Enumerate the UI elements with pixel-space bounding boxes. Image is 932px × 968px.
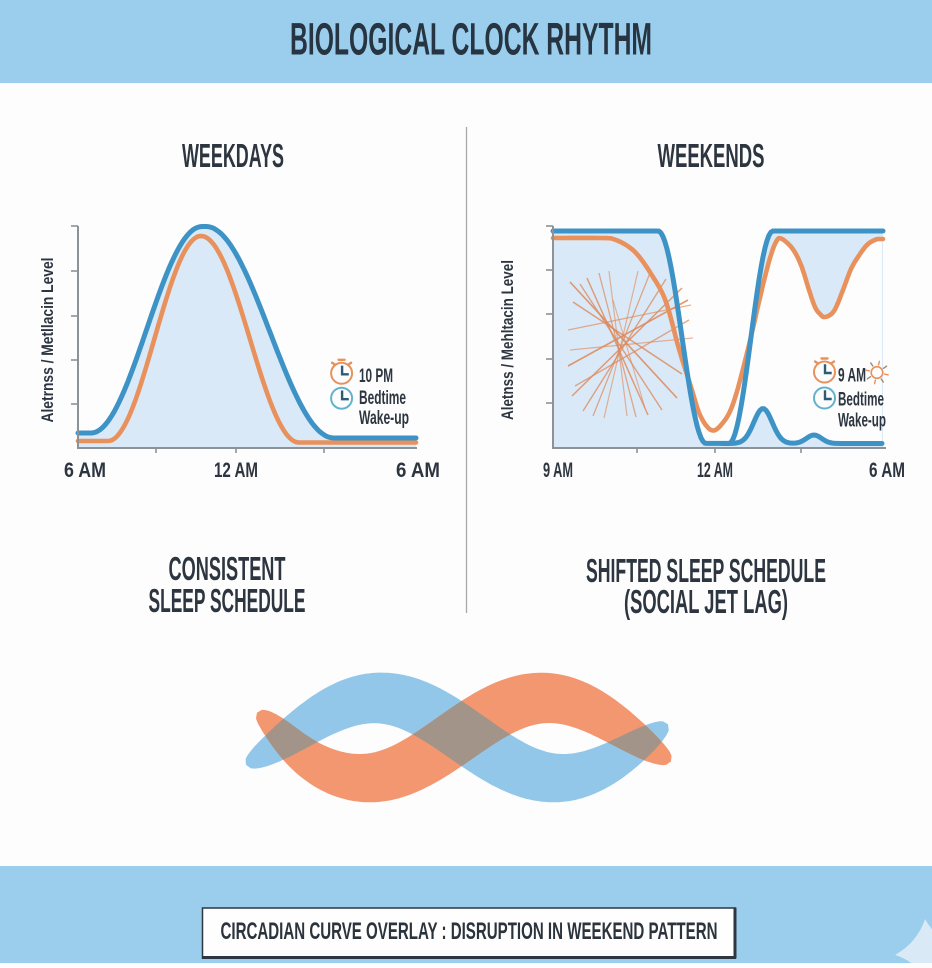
svg-text:Bedtime: Bedtime: [838, 390, 884, 411]
svg-text:SHIFTED SLEEP SCHEDULE: SHIFTED SLEEP SCHEDULE: [586, 552, 826, 589]
svg-text:BIOLOGICAL CLOCK RHYTHM: BIOLOGICAL CLOCK RHYTHM: [290, 14, 652, 65]
svg-text:Bedtime: Bedtime: [359, 388, 406, 409]
svg-text:Wake-up: Wake-up: [838, 411, 886, 432]
svg-text:6 AM: 6 AM: [396, 459, 440, 482]
svg-text:Aletrnss / Metllacin Level: Aletrnss / Metllacin Level: [38, 258, 57, 423]
svg-text:9 AM: 9 AM: [838, 366, 866, 387]
svg-text:12 AM: 12 AM: [214, 459, 258, 482]
svg-text:6 AM: 6 AM: [64, 459, 106, 482]
svg-text:SLEEP SCHEDULE: SLEEP SCHEDULE: [149, 582, 306, 619]
svg-text:WEEKENDS: WEEKENDS: [658, 137, 765, 174]
svg-text:9 AM: 9 AM: [543, 459, 573, 482]
svg-text:12 AM: 12 AM: [697, 459, 733, 482]
svg-text:CONSISTENT: CONSISTENT: [169, 550, 286, 587]
svg-text:WEEKDAYS: WEEKDAYS: [182, 137, 284, 174]
svg-text:(SOCIAL JET LAG): (SOCIAL JET LAG): [624, 583, 788, 620]
svg-text:Aletnss / Mehltacin Level: Aletnss / Mehltacin Level: [498, 260, 517, 420]
svg-text:10 PM: 10 PM: [359, 366, 393, 387]
svg-text:6 AM: 6 AM: [869, 459, 905, 482]
svg-text:Wake-up: Wake-up: [359, 408, 409, 429]
svg-text:CIRCADIAN CURVE OVERLAY : DISR: CIRCADIAN CURVE OVERLAY : DISRUPTION IN …: [221, 918, 718, 945]
